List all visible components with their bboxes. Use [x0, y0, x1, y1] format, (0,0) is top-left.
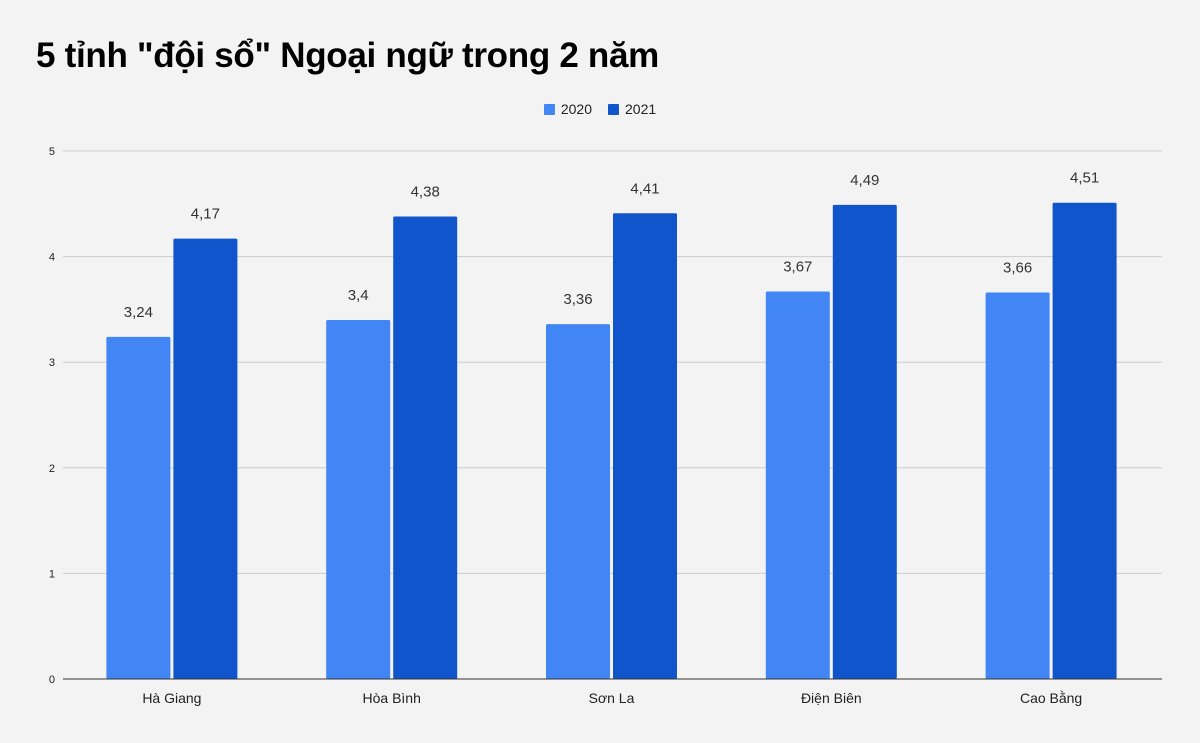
bar-2020 — [546, 324, 610, 679]
legend-swatch — [608, 103, 619, 115]
legend-item-2020: 2020 — [543, 101, 592, 117]
bar-2020 — [106, 336, 171, 679]
legend-item-2021: 2021 — [608, 101, 656, 117]
bar-2021 — [1052, 202, 1117, 679]
y-tick-label: 2 — [49, 463, 55, 475]
x-category-label: Cao Bằng — [1020, 690, 1082, 706]
bar-2021 — [832, 204, 897, 679]
x-category-label: Điện Biên — [801, 690, 862, 706]
x-category-label: Sơn La — [589, 690, 635, 706]
bar-2020 — [326, 319, 391, 679]
data-label: 4,41 — [630, 180, 659, 197]
legend-label: 2021 — [625, 101, 657, 117]
chart-title: 5 tỉnh "đội sổ" Ngoại ngữ trong 2 năm — [36, 36, 659, 75]
bar-2021 — [613, 213, 677, 679]
x-category-label: Hà Giang — [142, 690, 201, 706]
y-tick-label: 1 — [49, 568, 55, 580]
y-tick-label: 3 — [49, 357, 55, 369]
bar-2021 — [393, 216, 458, 680]
y-tick-label: 0 — [49, 674, 55, 686]
data-label: 4,51 — [1070, 170, 1099, 187]
legend-label: 2020 — [560, 101, 592, 117]
legend-swatch — [543, 103, 555, 115]
data-label: 4,38 — [411, 183, 440, 200]
bar-2020 — [765, 291, 830, 679]
data-label: 3,66 — [1003, 260, 1032, 277]
y-tick-label: 4 — [49, 252, 55, 264]
legend: 2020 2021 — [0, 101, 1200, 117]
y-tick-label: 5 — [49, 146, 55, 158]
x-category-label: Hòa Bình — [363, 690, 421, 706]
data-label: 3,67 — [783, 258, 812, 275]
data-label: 3,4 — [348, 287, 369, 304]
data-label: 3,24 — [124, 304, 153, 321]
data-label: 4,17 — [191, 206, 220, 223]
bar-2020 — [985, 292, 1050, 679]
bar-2021 — [173, 238, 238, 679]
data-label: 3,36 — [563, 291, 592, 308]
data-label: 4,49 — [850, 172, 879, 189]
